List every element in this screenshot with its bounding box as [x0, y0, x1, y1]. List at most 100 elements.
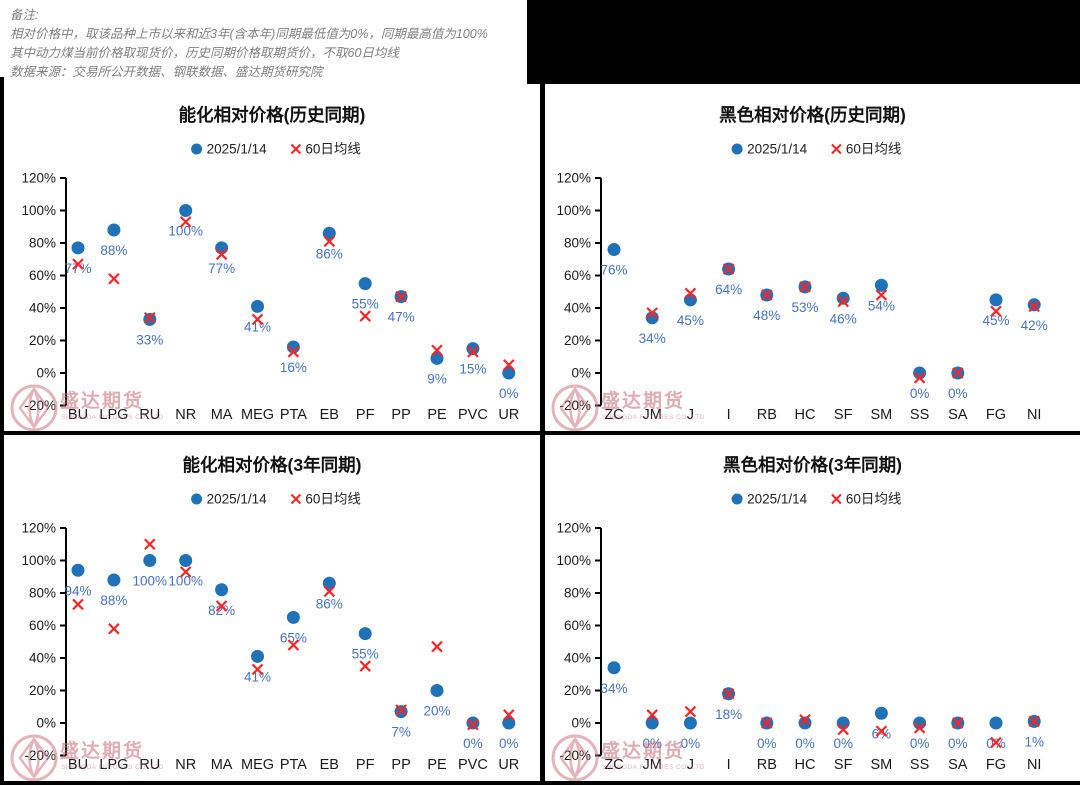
- data-point-label: 0%: [681, 736, 701, 751]
- watermark-diamond-icon: [559, 386, 591, 430]
- x-category-label: MA: [211, 407, 233, 423]
- x-category-label: PE: [427, 757, 447, 773]
- data-point-label: 6%: [872, 726, 892, 741]
- x-category-label: NR: [175, 407, 196, 423]
- data-point-label: 16%: [280, 360, 307, 375]
- data-point-current: [71, 241, 85, 255]
- data-point-label: 0%: [910, 736, 930, 751]
- data-point-label: 46%: [830, 311, 857, 326]
- data-point-label: 100%: [133, 574, 168, 589]
- watermark-name: 盛达期货: [601, 739, 685, 762]
- data-point-label: 45%: [982, 313, 1009, 328]
- x-category-label: NI: [1027, 757, 1042, 773]
- data-point-ma60: [395, 704, 407, 716]
- data-point-ma60: [287, 639, 300, 651]
- data-point-ma60: [684, 287, 697, 300]
- data-point-label: 76%: [600, 263, 627, 278]
- x-category-label: FG: [986, 407, 1006, 423]
- data-point-label: 86%: [316, 246, 343, 261]
- x-category-label: SA: [948, 757, 968, 773]
- data-point-label: 20%: [423, 704, 450, 719]
- data-point-current: [143, 554, 157, 567]
- legend-label-ma60: 60日均线: [846, 142, 902, 157]
- data-point-current: [322, 576, 336, 590]
- legend-marker-current: [731, 143, 743, 155]
- x-category-label: SS: [910, 407, 929, 423]
- x-category-label: BU: [68, 757, 88, 773]
- legend-label-current: 2025/1/14: [747, 142, 808, 157]
- watermark-circle-icon: [551, 734, 599, 782]
- data-point-label: 0%: [833, 736, 853, 751]
- note-line-source: 数据来源：交易所公开数据、钢联数据、盛达期货研究院: [10, 65, 323, 79]
- data-point-label: 86%: [316, 596, 343, 611]
- y-tick-label: 20%: [29, 333, 56, 348]
- x-category-label: JM: [643, 407, 662, 423]
- x-category-label: RU: [139, 407, 160, 423]
- data-point-label: 54%: [868, 298, 895, 313]
- data-point-current: [502, 716, 516, 730]
- data-point-ma60: [799, 713, 811, 726]
- legend-marker-ma60: [290, 493, 302, 505]
- data-point-ma60: [179, 216, 192, 228]
- data-point-ma60: [875, 725, 888, 737]
- x-category-label: NR: [175, 757, 196, 773]
- x-category-label: PVC: [458, 757, 488, 773]
- note-line-2: 其中动力煤当前价格取现货价，历史同期价格取期货价，不取60日均线: [10, 46, 399, 60]
- data-point-ma60: [503, 709, 515, 721]
- data-point-label: 77%: [208, 261, 235, 276]
- x-category-label: HC: [795, 757, 816, 773]
- chart-title: 黑色相对价格(历史同期): [719, 105, 906, 125]
- chart-panel-black-historical: 黑色相对价格(历史同期) 2025/1/14 60日均线 120% 100% 80% 60%…: [545, 85, 1080, 432]
- data-point-ma60: [1028, 300, 1040, 313]
- data-point-current: [179, 204, 193, 217]
- data-point-ma60: [215, 248, 228, 261]
- watermark-name: 盛达期货: [601, 389, 685, 412]
- data-point-ma60: [179, 566, 192, 578]
- notes-block: 备注: 相对价格中，取该品种上市以来和近3年(含本年)同期最低值为0%，同期最高…: [10, 6, 525, 82]
- data-point-current: [215, 241, 229, 255]
- data-point-current: [394, 705, 408, 719]
- data-point-current: [989, 293, 1003, 307]
- data-point-ma60: [1028, 715, 1040, 728]
- data-point-current: [874, 706, 888, 720]
- data-point-ma60: [144, 538, 156, 551]
- data-point-current: [607, 661, 621, 675]
- y-tick-label: 40%: [29, 301, 56, 316]
- watermark-subtitle: SHENGDA FUTURES CO.,LTD: [61, 414, 164, 421]
- data-point-current: [913, 366, 927, 380]
- data-point-label: 0%: [910, 386, 930, 401]
- data-point-current: [645, 716, 659, 730]
- x-category-label: LPG: [99, 407, 128, 423]
- data-point-current: [1027, 298, 1041, 312]
- x-category-label: HC: [795, 407, 816, 423]
- watermark-subtitle: SHENGDA FUTURES CO.,LTD: [602, 414, 705, 421]
- legend-marker-current: [191, 493, 203, 505]
- x-category-label: PP: [391, 757, 410, 773]
- data-point-ma60: [144, 311, 156, 324]
- data-point-current: [143, 312, 157, 326]
- y-tick-label: 60%: [564, 268, 591, 283]
- data-point-label: 64%: [715, 282, 742, 297]
- data-point-label: 0%: [499, 736, 519, 751]
- x-category-label: UR: [498, 757, 519, 773]
- chart-panel-energy-3yr: 能化相对价格(3年同期) 2025/1/14 60日均线 120% 100% 80% 60%…: [4, 435, 540, 782]
- x-category-label: MEG: [241, 757, 274, 773]
- data-point-label: 53%: [791, 300, 818, 315]
- legend-label-ma60: 60日均线: [305, 492, 361, 507]
- legend-marker-ma60: [831, 143, 842, 155]
- data-point-label: 1%: [1024, 734, 1044, 749]
- data-point-ma60: [646, 709, 658, 721]
- data-point-current: [874, 278, 888, 292]
- data-point-ma60: [875, 289, 888, 301]
- data-point-ma60: [72, 598, 84, 611]
- data-point-label: 82%: [208, 603, 235, 618]
- data-point-label: 33%: [136, 332, 163, 347]
- data-point-current: [107, 223, 121, 237]
- x-category-label: I: [727, 407, 731, 423]
- x-category-label: RB: [757, 757, 777, 773]
- x-category-label: UR: [498, 407, 519, 423]
- y-tick-label: 60%: [29, 268, 56, 283]
- data-point-ma60: [323, 235, 336, 248]
- data-point-label: 42%: [1021, 318, 1048, 333]
- y-tick-label: 20%: [29, 683, 56, 698]
